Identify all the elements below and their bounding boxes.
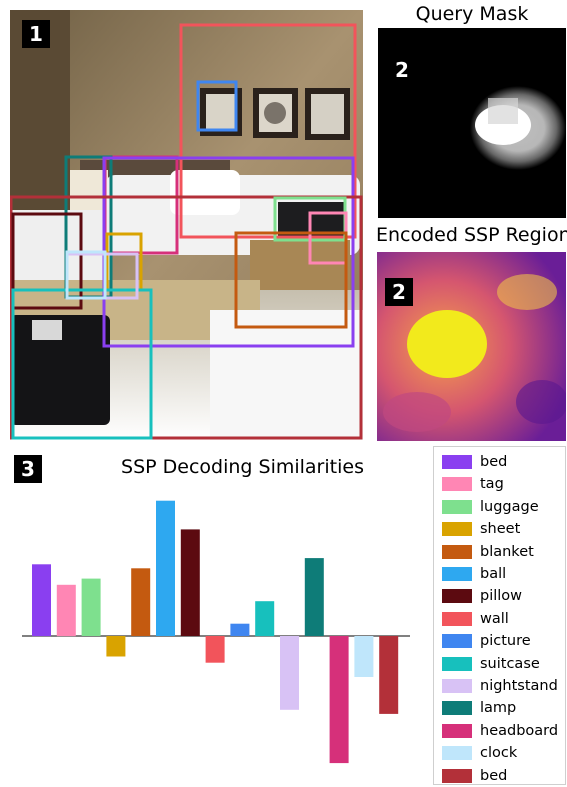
scene-photo: 1 — [10, 10, 363, 440]
bar-luggage-2 — [81, 578, 101, 636]
legend-swatch — [442, 455, 472, 469]
legend-label: lamp — [480, 700, 517, 717]
legend-label: wall — [480, 610, 509, 627]
bbox-pillow — [11, 212, 83, 310]
encoded-ssp-title: Encoded SSP Region — [376, 224, 567, 246]
legend-swatch — [442, 611, 472, 626]
query-mask-drawing — [470, 86, 566, 170]
query-mask-title: Query Mask — [415, 3, 529, 25]
bar-nightstand-10 — [280, 636, 299, 710]
legend-label: clock — [480, 745, 518, 762]
legend-label: bed — [480, 767, 508, 784]
panel-2b-badge: 2 — [385, 278, 413, 306]
bar-bed-0 — [32, 564, 51, 637]
legend-label: ball — [480, 566, 507, 582]
legend-item-headboard-12: headboard — [442, 722, 558, 740]
legend-label: headboard — [480, 722, 559, 739]
legend-swatch — [442, 589, 472, 604]
bar-tag-1 — [56, 584, 76, 637]
bar-picture-8 — [230, 623, 250, 636]
legend-swatch — [442, 499, 472, 514]
legend-item-lamp-11: lamp — [442, 699, 516, 717]
bar-sheet-3 — [106, 636, 126, 657]
legend-item-suitcase-9: suitcase — [442, 655, 540, 673]
legend-swatch — [442, 477, 472, 492]
panel-3-badge: 3 — [14, 455, 42, 483]
bar-wall-7 — [205, 636, 225, 663]
legend-item-picture-8: picture — [442, 632, 531, 650]
legend-label: pillow — [480, 588, 523, 605]
chart-title: SSP Decoding Similarities — [121, 456, 364, 478]
legend-item-blanket-4: blanket — [442, 543, 534, 561]
bbox-blanket — [234, 231, 348, 329]
suitcase-object — [10, 315, 110, 425]
legend-label: luggage — [480, 498, 539, 515]
legend-label: blanket — [480, 543, 534, 560]
bar-pillow-6 — [180, 529, 200, 636]
bar-lamp-11 — [304, 558, 324, 636]
bar-clock-13 — [354, 636, 374, 677]
bbox-picture — [196, 80, 238, 132]
legend-swatch — [442, 656, 472, 671]
bar-headboard-12 — [329, 636, 349, 764]
chart-legend: bed tag luggage sheet blanket ball pillow wall p… — [433, 446, 566, 785]
legend-swatch — [442, 522, 472, 537]
panel-2a-badge: 2 — [395, 58, 409, 82]
legend-item-pillow-6: pillow — [442, 587, 522, 605]
legend-item-bed-14: bed — [442, 767, 507, 785]
encoded-ssp-image: 2 — [377, 252, 566, 441]
legend-item-luggage-2: luggage — [442, 498, 539, 516]
bar-bed-14 — [379, 636, 399, 714]
legend-label: sheet — [480, 521, 521, 538]
bbox-wall — [179, 23, 357, 239]
panel-1-badge: 1 — [22, 20, 50, 48]
legend-label: picture — [480, 633, 531, 650]
bar-suitcase-9 — [255, 601, 275, 637]
bbox-bed-2 — [10, 195, 363, 440]
legend-label: tag — [480, 476, 504, 493]
bar-ball-5 — [156, 500, 175, 636]
legend-swatch — [442, 634, 472, 649]
legend-item-sheet-3: sheet — [442, 520, 520, 538]
scene-photo-drawing — [10, 10, 363, 440]
legend-item-tag-1: tag — [442, 475, 504, 493]
bar-blanket-4 — [131, 568, 151, 636]
legend-label: bed — [480, 454, 508, 470]
legend-item-bed-0: bed — [442, 453, 507, 471]
legend-swatch — [442, 768, 472, 783]
legend-swatch — [442, 567, 472, 581]
legend-swatch — [442, 723, 472, 738]
lamp-shade — [70, 170, 108, 210]
legend-item-clock-13: clock — [442, 744, 517, 762]
legend-label: nightstand — [480, 678, 558, 694]
legend-swatch — [442, 701, 472, 716]
query-mask-image: 2 — [378, 28, 566, 218]
bbox-suitcase — [11, 288, 153, 440]
legend-item-nightstand-10: nightstand — [442, 677, 558, 695]
legend-item-ball-5: ball — [442, 565, 506, 583]
encoded-ssp-drawing — [377, 252, 566, 441]
bbox-clock — [65, 250, 107, 300]
legend-swatch — [442, 544, 472, 559]
legend-label: suitcase — [480, 655, 540, 672]
legend-swatch — [442, 746, 472, 761]
similarity-bar-chart — [22, 500, 410, 764]
legend-item-wall-7: wall — [442, 610, 509, 628]
legend-swatch — [442, 679, 472, 693]
